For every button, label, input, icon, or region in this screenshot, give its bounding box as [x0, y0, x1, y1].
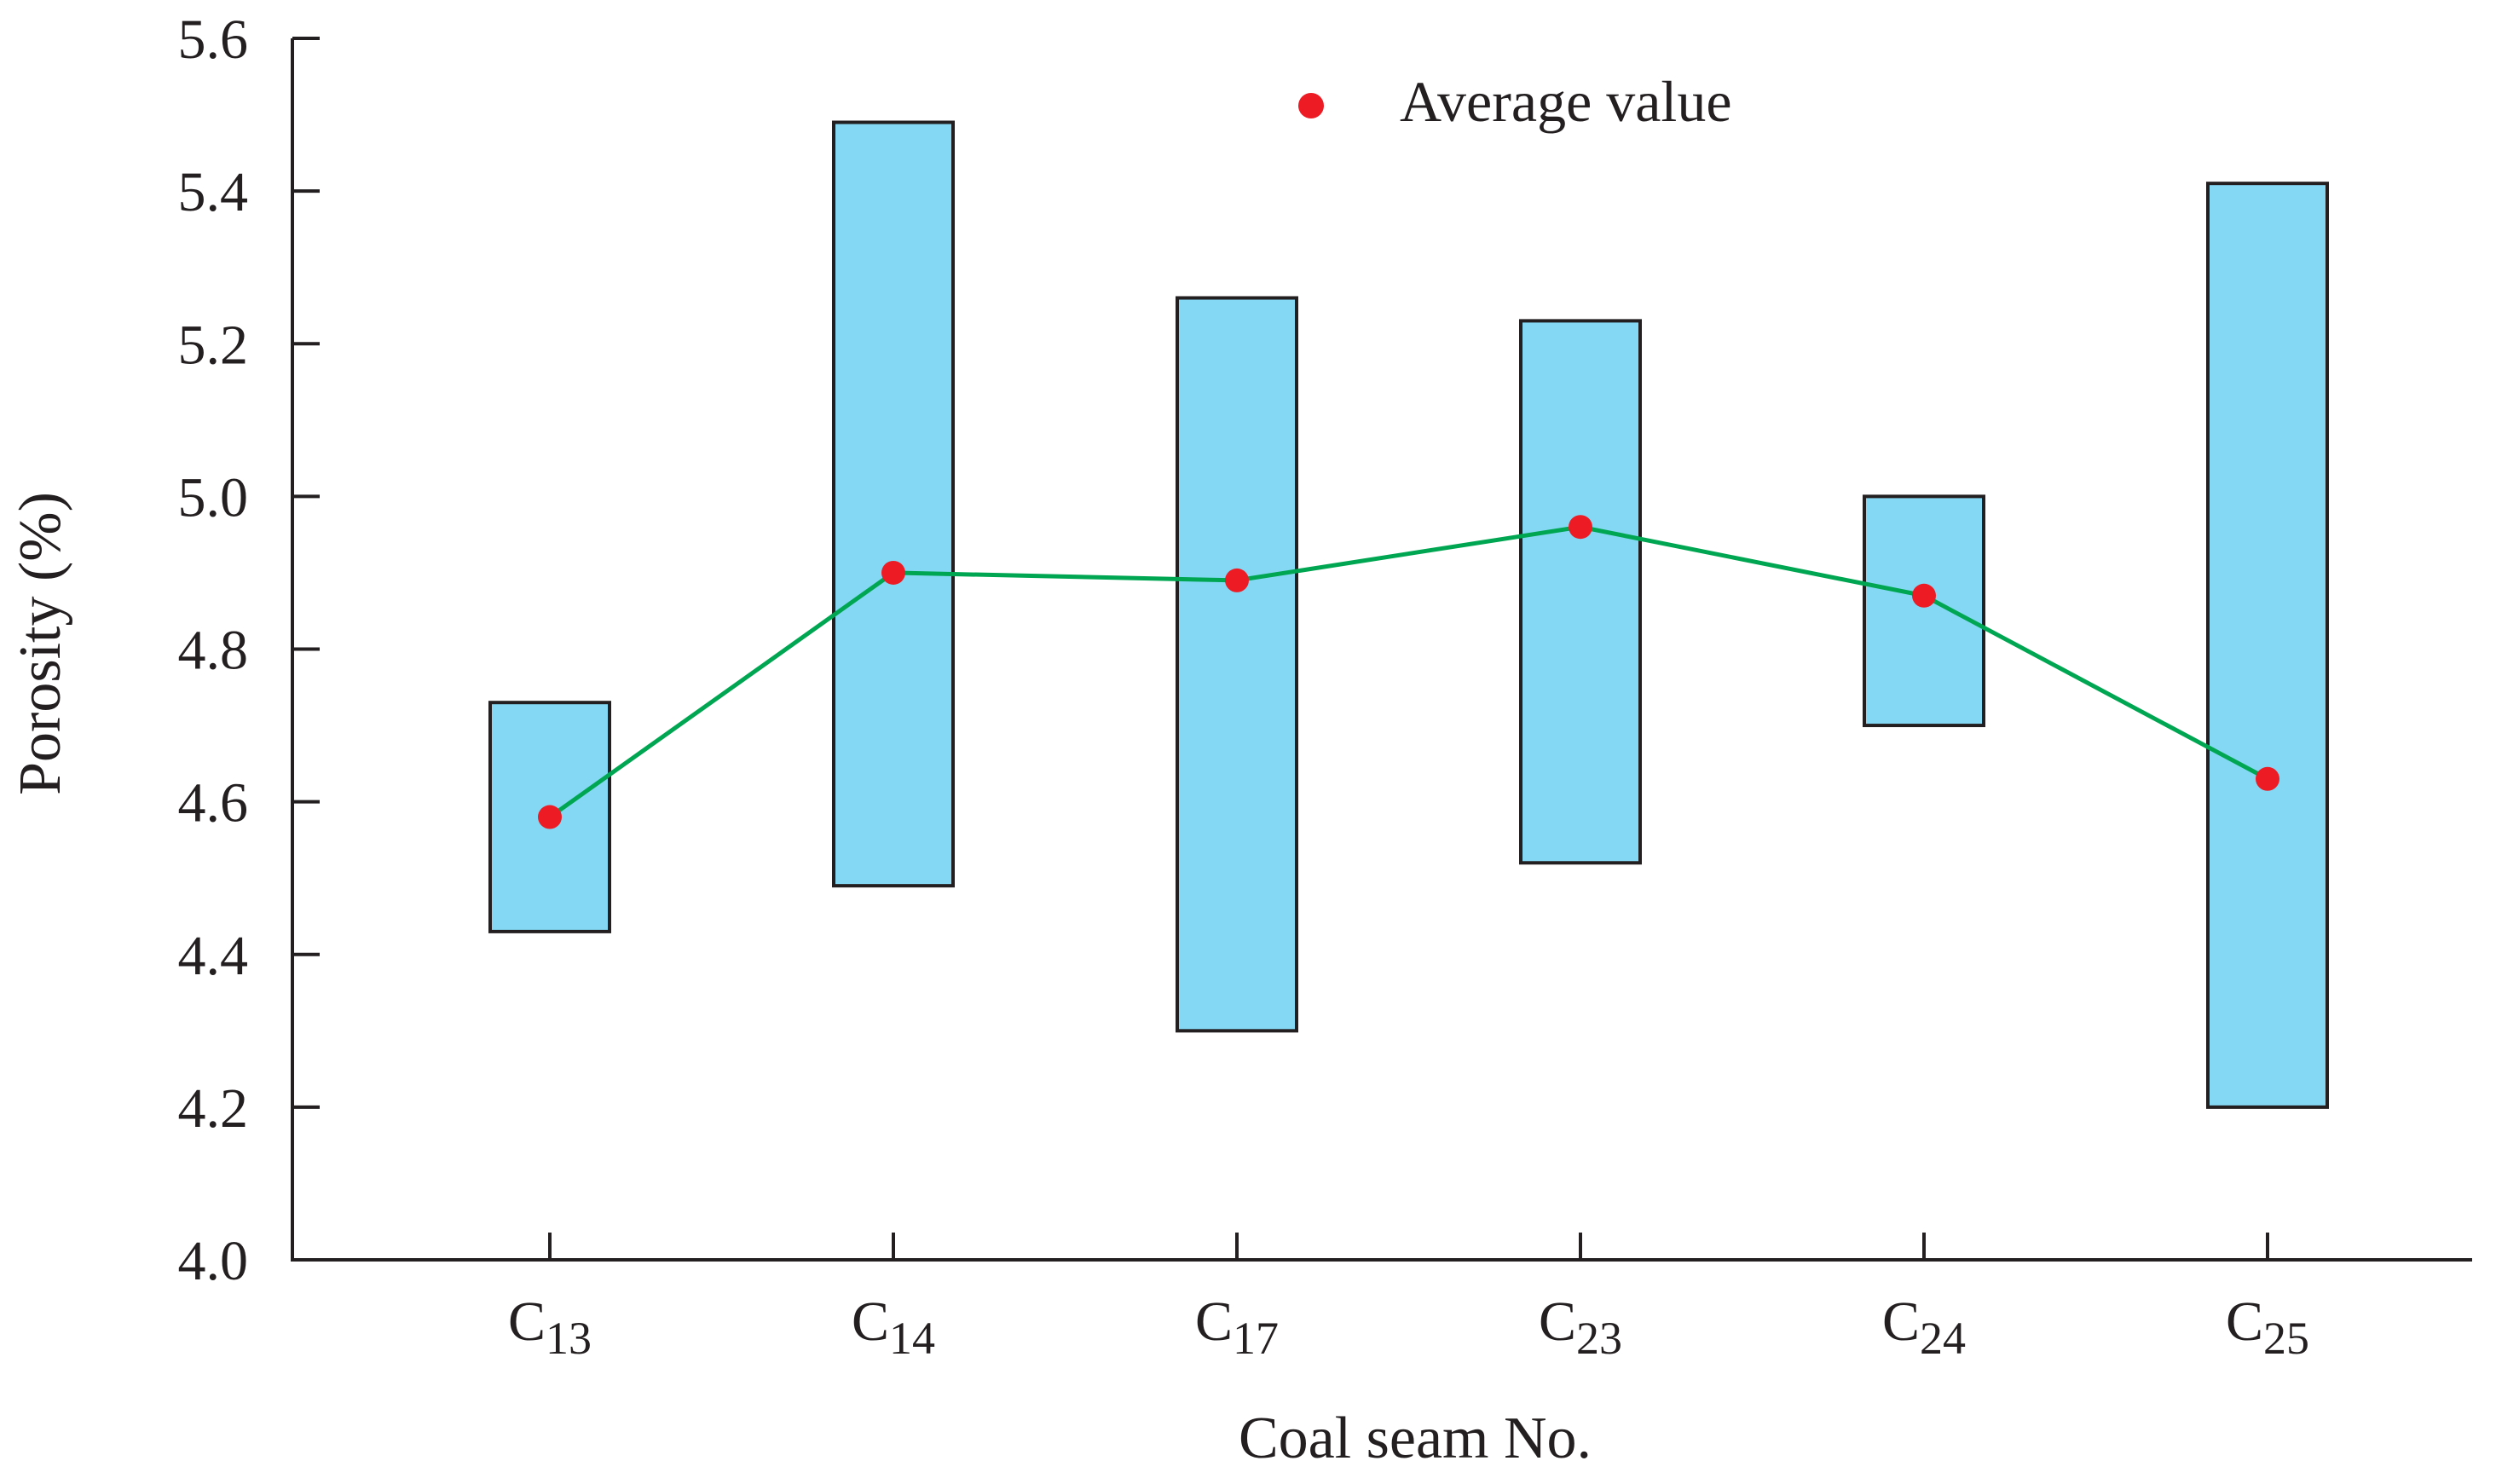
x-axis-title: Coal seam No. — [1239, 1406, 1592, 1471]
x-tick-label-subscript: 13 — [546, 1313, 592, 1364]
average-points — [538, 515, 2279, 829]
legend-label: Average value — [1400, 69, 1732, 134]
x-tick-label-base: C — [1195, 1291, 1233, 1353]
x-tick-label-base: C — [1882, 1291, 1920, 1353]
range-bar — [832, 120, 955, 888]
x-tick-label-subscript: 17 — [1233, 1313, 1279, 1364]
y-tick-label: 5.6 — [178, 9, 249, 71]
y-ticks: 4.0 4.2 4.4 4.6 4.8 5.0 5.2 5.4 5.6 — [178, 9, 320, 1292]
y-tick-label: 4.8 — [178, 620, 249, 682]
y-tick-label: 4.0 — [178, 1230, 249, 1292]
axes — [291, 38, 2472, 1262]
y-tick-label: 4.2 — [178, 1077, 249, 1140]
x-tick-label: C23 — [1539, 1291, 1622, 1364]
x-tick-label-base: C — [852, 1291, 889, 1353]
average-line — [548, 524, 2269, 819]
range-bar — [2206, 182, 2329, 1109]
x-ticks: C13 C14 C17 C23 C24 C25 — [508, 1233, 2309, 1364]
x-tick-label-subscript: 24 — [1920, 1313, 1966, 1364]
x-tick-label: C14 — [852, 1291, 935, 1364]
x-tick-label: C24 — [1882, 1291, 1966, 1364]
range-bar — [1519, 319, 1642, 865]
x-tick-label-base: C — [1539, 1291, 1576, 1353]
y-tick-label: 4.4 — [178, 925, 249, 987]
average-point — [1912, 583, 1936, 608]
x-tick-label: C25 — [2226, 1291, 2309, 1364]
x-tick-label-subscript: 23 — [1576, 1313, 1622, 1364]
y-tick-label: 5.4 — [178, 161, 249, 223]
average-point — [538, 805, 562, 829]
range-bars — [488, 120, 2329, 1109]
x-tick-label: C13 — [508, 1291, 592, 1364]
average-point — [881, 560, 905, 585]
x-tick-label-subscript: 14 — [889, 1313, 935, 1364]
average-point — [2256, 766, 2279, 791]
y-tick-label: 5.0 — [178, 466, 249, 528]
y-tick-label: 4.6 — [178, 772, 249, 834]
x-tick-label-base: C — [2226, 1291, 2263, 1353]
x-tick-label-subscript: 25 — [2263, 1313, 2309, 1364]
range-bar — [1176, 296, 1298, 1033]
legend: Average value — [1298, 69, 1732, 134]
range-bar — [1863, 494, 1985, 728]
y-axis-title: Porosity (%) — [8, 492, 73, 795]
y-tick-label: 5.2 — [178, 314, 249, 376]
average-point — [1225, 568, 1249, 592]
legend-marker — [1298, 93, 1324, 118]
average-point — [1569, 515, 1592, 540]
x-tick-label-base: C — [508, 1291, 546, 1353]
x-tick-label: C17 — [1195, 1291, 1279, 1364]
